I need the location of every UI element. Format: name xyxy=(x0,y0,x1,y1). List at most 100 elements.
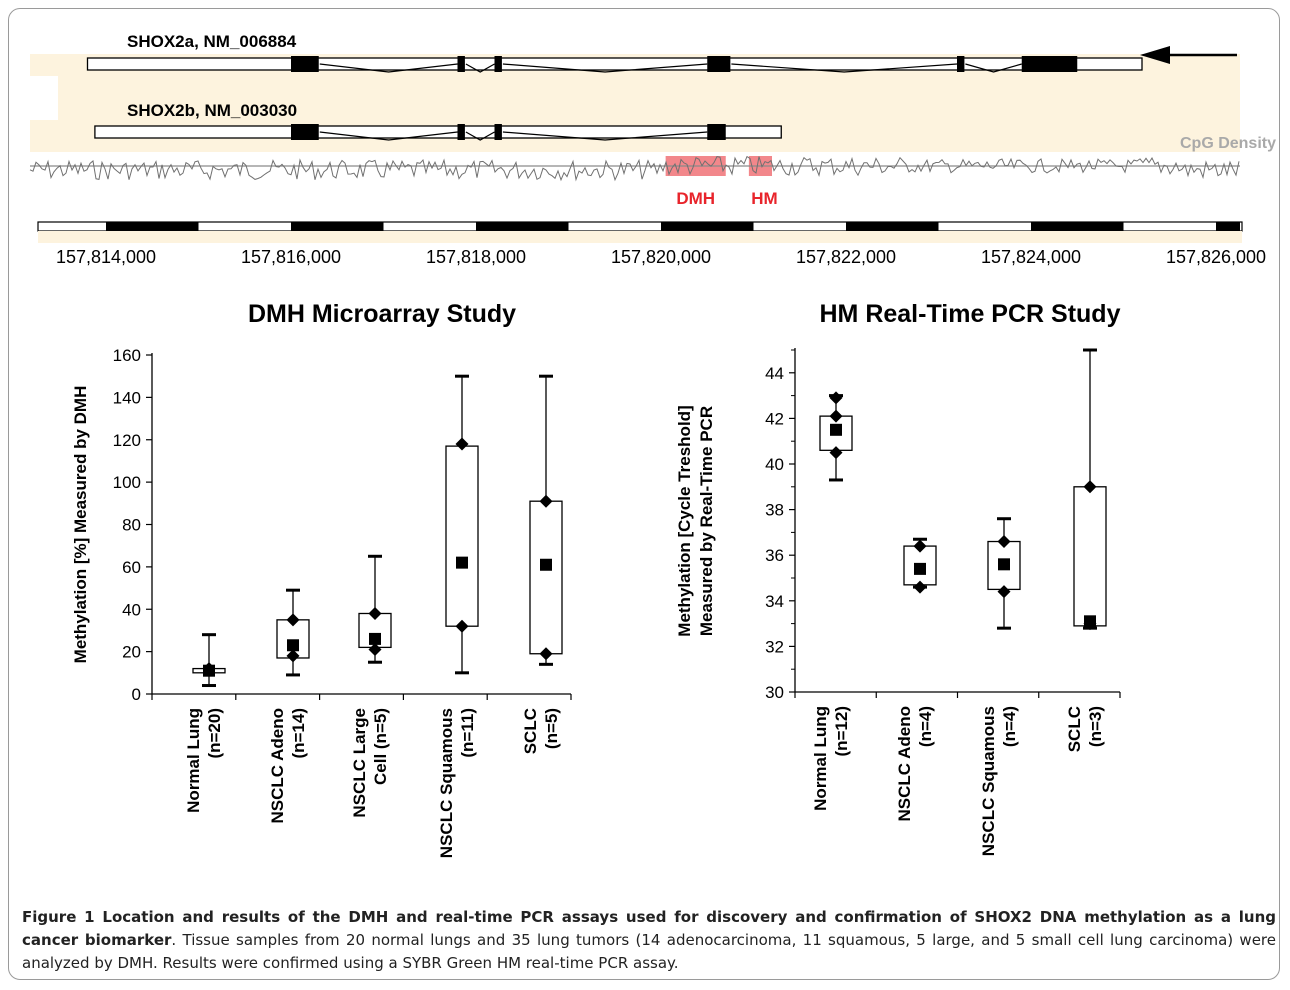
ruler-segment xyxy=(661,222,754,231)
y-tick-label: 160 xyxy=(113,346,141,365)
methylation-region-label: DMH xyxy=(676,189,715,208)
category-label: SCLC xyxy=(521,708,540,754)
ruler-segment xyxy=(1216,222,1240,231)
transcripts-group: SHOX2a, NM_006884 SHOX2b, NM_003030 xyxy=(86,32,1143,141)
coordinate-tick-label: 157,814,000 xyxy=(56,247,156,267)
coordinate-tick-label: 157,820,000 xyxy=(611,247,711,267)
exon xyxy=(291,124,319,140)
quartile-marker xyxy=(368,606,382,620)
strand-arrow xyxy=(1140,46,1237,64)
category-label: (n=4) xyxy=(1000,706,1019,747)
quartile-marker xyxy=(286,613,300,627)
caption-title: Figure 1 Location and results of the DMH… xyxy=(22,908,1276,949)
y-tick-label: 38 xyxy=(765,501,784,520)
quartile-marker xyxy=(829,446,843,460)
quartile-marker xyxy=(1083,480,1097,494)
track-background-lower xyxy=(30,152,1240,188)
transcript-utr-box xyxy=(94,125,782,139)
y-tick-label: 30 xyxy=(765,683,784,702)
box-rect xyxy=(529,500,563,655)
category-label: (n=4) xyxy=(916,706,935,747)
mean-marker xyxy=(830,423,842,436)
chart-title: DMH Microarray Study xyxy=(248,300,516,328)
quartile-marker xyxy=(997,535,1011,549)
category-label: (n=5) xyxy=(542,708,561,749)
y-tick-label: 40 xyxy=(765,455,784,474)
category-label: NSCLC Squamous xyxy=(979,706,998,856)
y-tick-label: 36 xyxy=(765,546,784,565)
intron-line xyxy=(319,63,458,73)
y-tick-label: 20 xyxy=(122,643,141,662)
figure-canvas: SHOX2a, NM_006884 SHOX2b, NM_003030 CpG D… xyxy=(29,32,1276,858)
exon xyxy=(494,124,502,140)
intron-line xyxy=(502,63,708,73)
category-label: NSCLC Squamous xyxy=(437,708,456,858)
y-tick-label: 80 xyxy=(122,516,141,535)
transcript-label: SHOX2a, NM_006884 xyxy=(127,32,297,51)
exon xyxy=(494,56,502,72)
category-label: Cell (n=5) xyxy=(371,708,390,785)
quartile-marker xyxy=(539,647,553,661)
exon xyxy=(957,56,965,72)
box-rect xyxy=(1073,486,1107,627)
exon xyxy=(707,56,731,72)
category-label: (n=11) xyxy=(458,708,477,758)
cpg-density-trace xyxy=(29,155,1240,182)
ruler-segment xyxy=(846,222,939,231)
y-axis-label: Measured by Real-Time PCR xyxy=(697,406,716,636)
category-label: (n=14) xyxy=(289,708,308,759)
coordinate-labels: 157,814,000 157,816,000 157,818,000 157,820… xyxy=(56,247,1266,267)
category-label: Normal Lung xyxy=(184,708,203,813)
category-label: (n=3) xyxy=(1086,706,1105,747)
transcript-utr-box xyxy=(86,57,1143,71)
coordinate-tick-label: 157,816,000 xyxy=(241,247,341,267)
coordinate-ruler xyxy=(37,221,1243,243)
coordinate-tick-label: 157,818,000 xyxy=(426,247,526,267)
hm-box-chart: HM Real-Time PCR Study 30 32 34 36 38 40 42 44 Me… xyxy=(675,300,1121,856)
box-rect xyxy=(445,445,479,627)
mean-marker xyxy=(369,632,381,645)
exon xyxy=(1021,56,1078,72)
quartile-marker xyxy=(913,580,927,594)
exon xyxy=(457,56,465,72)
figure-caption: Figure 1 Location and results of the DMH… xyxy=(22,906,1276,975)
mean-marker xyxy=(540,558,552,571)
y-tick-label: 42 xyxy=(765,409,784,428)
mean-marker xyxy=(203,664,215,677)
caption-text: . Tissue samples from 20 normal lungs an… xyxy=(22,931,1276,972)
mean-marker xyxy=(456,556,468,569)
category-label: SCLC xyxy=(1065,706,1084,752)
genome-track-panel: SHOX2a, NM_006884 SHOX2b, NM_003030 CpG D… xyxy=(29,32,1276,267)
quartile-marker xyxy=(913,539,927,553)
chart-title: HM Real-Time PCR Study xyxy=(820,300,1121,328)
ruler-segment xyxy=(1031,222,1124,231)
ruler-segment xyxy=(476,222,569,231)
ruler-shadow xyxy=(38,231,1242,243)
exon xyxy=(291,56,319,72)
category-label: NSCLC Adeno xyxy=(895,706,914,822)
y-tick-label: 60 xyxy=(122,558,141,577)
intron-line xyxy=(502,131,708,141)
category-label: Normal Lung xyxy=(811,706,830,811)
coordinate-tick-label: 157,826,000 xyxy=(1166,247,1266,267)
y-tick-label: 100 xyxy=(113,473,141,492)
mean-marker xyxy=(914,562,926,575)
category-label: NSCLC Adeno xyxy=(268,708,287,824)
category-label: (n=12) xyxy=(832,706,851,757)
y-axis-label: Methylation [Cycle Treshold] xyxy=(675,405,694,636)
quartile-marker xyxy=(455,619,469,633)
y-tick-label: 44 xyxy=(765,364,784,383)
category-label: (n=20) xyxy=(205,708,224,759)
y-tick-label: 32 xyxy=(765,637,784,656)
y-tick-label: 140 xyxy=(113,388,141,407)
dmh-box-chart: DMH Microarray Study 0 20 40 60 80 100 120 140 16… xyxy=(71,300,572,858)
transcript-label: SHOX2b, NM_003030 xyxy=(127,101,297,120)
exon xyxy=(457,124,465,140)
quartile-marker xyxy=(539,494,553,508)
quartile-marker xyxy=(829,391,843,405)
quartile-marker xyxy=(368,643,382,657)
track-background-gap xyxy=(30,76,58,120)
intron-line xyxy=(319,131,458,141)
y-tick-label: 120 xyxy=(113,431,141,450)
quartile-marker xyxy=(997,585,1011,599)
